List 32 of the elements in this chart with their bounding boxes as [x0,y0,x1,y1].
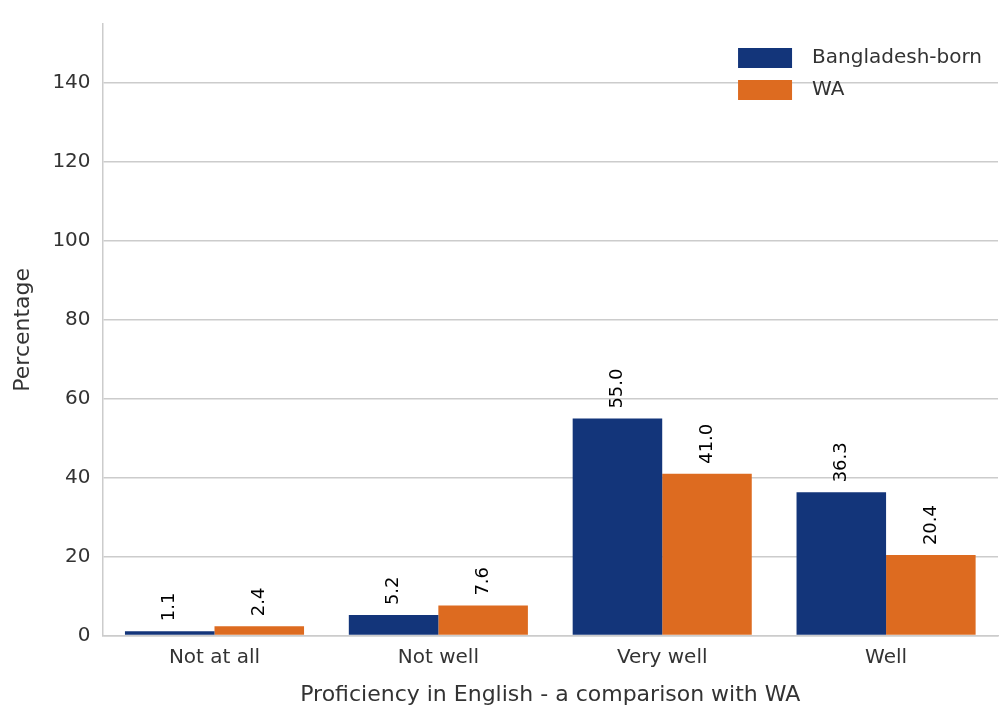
y-tick-label: 40 [65,463,91,488]
bar [662,473,752,635]
y-tick-label: 80 [65,306,91,331]
y-tick-label: 20 [65,542,91,567]
bar [796,492,887,635]
bar [572,418,663,635]
y-tick-label: 140 [52,69,91,94]
data-label: 55.0 [605,368,627,409]
data-label: 36.3 [828,442,850,483]
y-tick-label: 120 [52,148,91,173]
data-label: 20.4 [918,505,940,546]
x-tick-label: Well [865,643,908,668]
bar [348,615,439,635]
x-tick-label: Very well [616,643,708,668]
y-tick-label: 100 [52,227,91,252]
data-label: 2.4 [246,587,268,617]
y-axis-title: Percentage [8,267,34,392]
data-label: 1.1 [157,592,179,622]
data-label: 7.6 [470,566,492,596]
y-tick-label: 0 [77,621,91,646]
bar [438,605,528,635]
data-label: 5.2 [381,576,403,606]
bar [886,555,976,635]
x-tick-label: Not well [397,643,479,668]
legend-label: WA [812,76,845,101]
bar [214,626,305,635]
bar [124,631,215,635]
data-label: 41.0 [694,423,716,464]
y-tick-label: 60 [65,385,91,410]
legend-label: Bangladesh-born [812,44,982,69]
x-tick-label: Not at all [168,643,261,668]
x-axis-title: Proficiency in English - a comparison with WA [300,680,801,706]
